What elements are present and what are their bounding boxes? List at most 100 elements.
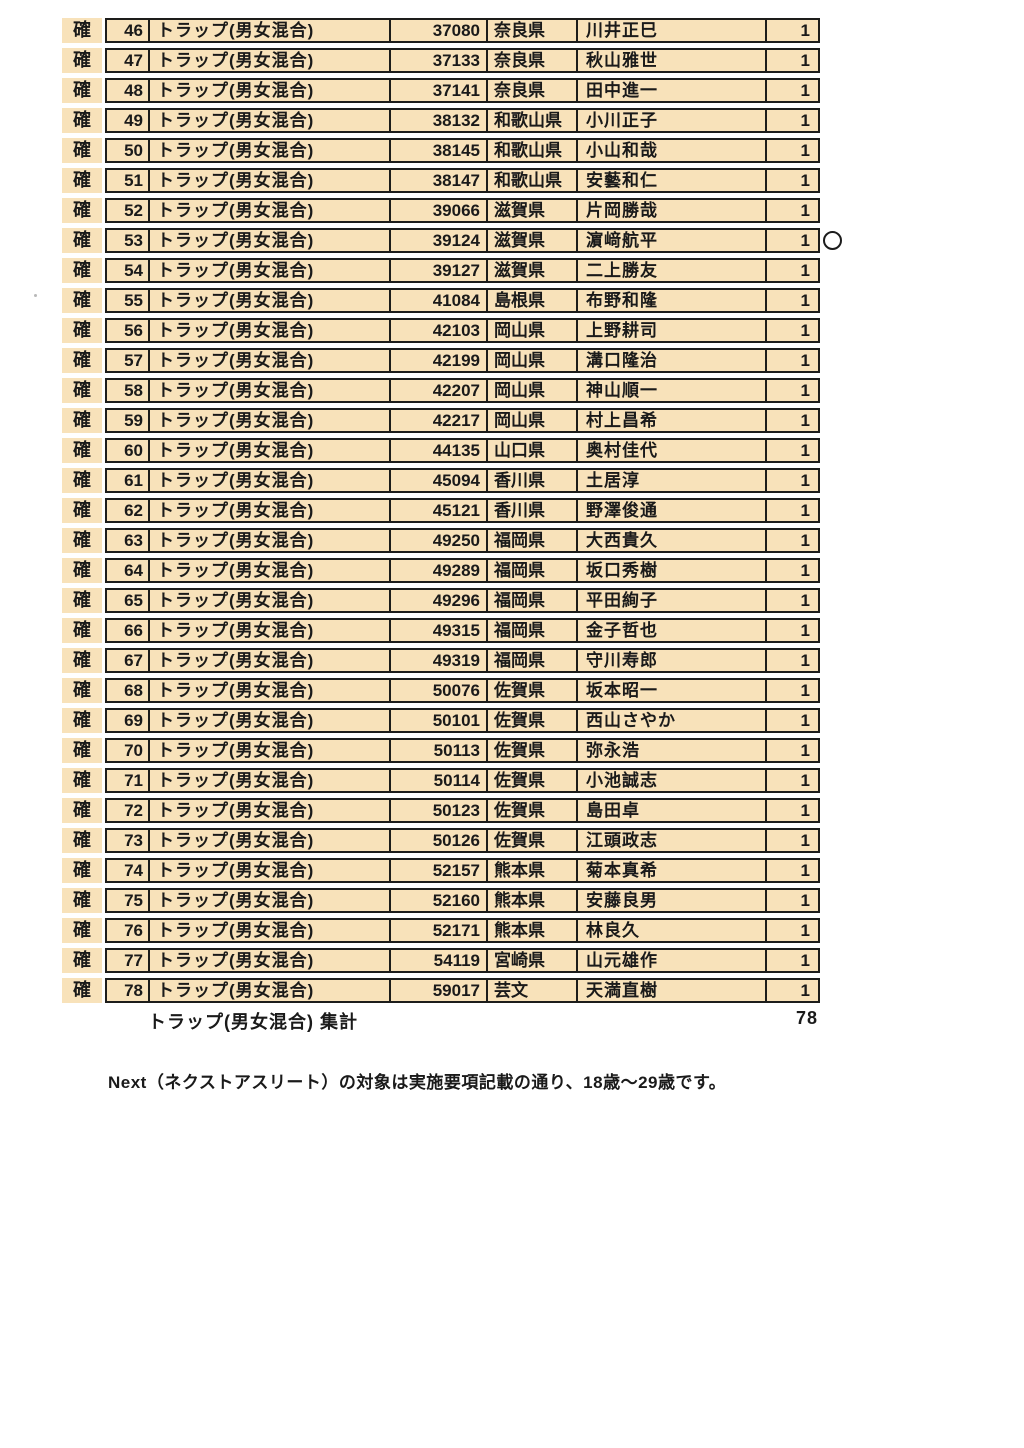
cell-name: 大西貴久	[578, 530, 767, 551]
confirm-cell: 確	[62, 438, 102, 463]
confirm-cell: 確	[62, 648, 102, 673]
cell-count: 1	[800, 201, 810, 220]
cell-prefecture: 滋賀県	[488, 260, 578, 281]
confirm-cell: 確	[62, 528, 102, 553]
confirm-cell: 確	[62, 288, 102, 313]
entry-table: 確 46 トラップ(男女混合) 37080 奈良県 川井正巳 1 確 47 トラップ(男女混合) 3…	[62, 18, 820, 1008]
cell-count: 1	[800, 681, 810, 700]
row-box: 77 トラップ(男女混合) 54119 宮崎県 山元雄作 1	[105, 948, 820, 973]
row-box: 69 トラップ(男女混合) 50101 佐賀県 西山さやか 1	[105, 708, 820, 733]
row-box: 65 トラップ(男女混合) 49296 福岡県 平田絢子 1	[105, 588, 820, 613]
table-row: 確 60 トラップ(男女混合) 44135 山口県 奥村佳代 1	[62, 438, 820, 463]
cell-event: トラップ(男女混合)	[150, 140, 391, 161]
table-row: 確 55 トラップ(男女混合) 41084 島根県 布野和隆 1	[62, 288, 820, 313]
cell-id: 42217	[391, 410, 488, 431]
cell-name: 坂口秀樹	[578, 560, 767, 581]
cell-no: 73	[107, 830, 150, 851]
row-box: 64 トラップ(男女混合) 49289 福岡県 坂口秀樹 1	[105, 558, 820, 583]
cell-no: 51	[107, 170, 150, 191]
cell-event: トラップ(男女混合)	[150, 950, 391, 971]
cell-count: 1	[800, 231, 810, 250]
cell-prefecture: 奈良県	[488, 80, 578, 101]
cell-prefecture: 和歌山県	[488, 170, 578, 191]
cell-no: 77	[107, 950, 150, 971]
row-box: 74 トラップ(男女混合) 52157 熊本県 菊本真希 1	[105, 858, 820, 883]
cell-prefecture: 佐賀県	[488, 830, 578, 851]
cell-prefecture: 佐賀県	[488, 800, 578, 821]
cell-id: 50113	[391, 740, 488, 761]
cell-name: 江頭政志	[578, 830, 767, 851]
row-box: 76 トラップ(男女混合) 52171 熊本県 林良久 1	[105, 918, 820, 943]
row-box: 49 トラップ(男女混合) 38132 和歌山県 小川正子 1	[105, 108, 820, 133]
row-box: 68 トラップ(男女混合) 50076 佐賀県 坂本昭一 1	[105, 678, 820, 703]
table-row: 確 70 トラップ(男女混合) 50113 佐賀県 弥永浩 1	[62, 738, 820, 763]
cell-name: 溝口隆治	[578, 350, 767, 371]
cell-name: 安藝和仁	[578, 170, 767, 191]
cell-name: 神山順一	[578, 380, 767, 401]
cell-no: 47	[107, 50, 150, 71]
table-row: 確 50 トラップ(男女混合) 38145 和歌山県 小山和哉 1	[62, 138, 820, 163]
cell-count: 1	[800, 771, 810, 790]
confirm-cell: 確	[62, 348, 102, 373]
cell-count: 1	[800, 111, 810, 130]
cell-id: 38132	[391, 110, 488, 131]
cell-id: 39127	[391, 260, 488, 281]
cell-event: トラップ(男女混合)	[150, 860, 391, 881]
cell-name: 二上勝友	[578, 260, 767, 281]
cell-name: 小川正子	[578, 110, 767, 131]
row-box: 58 トラップ(男女混合) 42207 岡山県 神山順一 1	[105, 378, 820, 403]
table-row: 確 51 トラップ(男女混合) 38147 和歌山県 安藝和仁 1	[62, 168, 820, 193]
cell-id: 37080	[391, 20, 488, 41]
row-box: 47 トラップ(男女混合) 37133 奈良県 秋山雅世 1	[105, 48, 820, 73]
cell-name: 濵﨑航平	[578, 230, 767, 251]
cell-count: 1	[800, 741, 810, 760]
row-box: 78 トラップ(男女混合) 59017 芸文 天満直樹 1	[105, 978, 820, 1003]
cell-id: 45094	[391, 470, 488, 491]
cell-prefecture: 熊本県	[488, 920, 578, 941]
table-row: 確 78 トラップ(男女混合) 59017 芸文 天満直樹 1	[62, 978, 820, 1003]
cell-name: 金子哲也	[578, 620, 767, 641]
confirm-cell: 確	[62, 78, 102, 103]
row-box: 56 トラップ(男女混合) 42103 岡山県 上野耕司 1	[105, 318, 820, 343]
confirm-cell: 確	[62, 828, 102, 853]
cell-count: 1	[800, 561, 810, 580]
cell-event: トラップ(男女混合)	[150, 380, 391, 401]
cell-id: 52160	[391, 890, 488, 911]
cell-name: 守川寿郎	[578, 650, 767, 671]
cell-prefecture: 和歌山県	[488, 110, 578, 131]
cell-event: トラップ(男女混合)	[150, 650, 391, 671]
cell-count: 1	[800, 801, 810, 820]
cell-name: 小山和哉	[578, 140, 767, 161]
cell-name: 土居淳	[578, 470, 767, 491]
cell-event: トラップ(男女混合)	[150, 980, 391, 1001]
cell-no: 74	[107, 860, 150, 881]
cell-count: 1	[800, 621, 810, 640]
confirm-cell: 確	[62, 888, 102, 913]
row-box: 59 トラップ(男女混合) 42217 岡山県 村上昌希 1	[105, 408, 820, 433]
confirm-cell: 確	[62, 378, 102, 403]
cell-count: 1	[800, 921, 810, 940]
cell-name: 布野和隆	[578, 290, 767, 311]
cell-event: トラップ(男女混合)	[150, 50, 391, 71]
row-box: 72 トラップ(男女混合) 50123 佐賀県 島田卓 1	[105, 798, 820, 823]
cell-no: 52	[107, 200, 150, 221]
table-row: 確 68 トラップ(男女混合) 50076 佐賀県 坂本昭一 1	[62, 678, 820, 703]
cell-no: 60	[107, 440, 150, 461]
table-row: 確 53 トラップ(男女混合) 39124 滋賀県 濵﨑航平 1	[62, 228, 820, 253]
table-row: 確 69 トラップ(男女混合) 50101 佐賀県 西山さやか 1	[62, 708, 820, 733]
cell-no: 76	[107, 920, 150, 941]
row-box: 60 トラップ(男女混合) 44135 山口県 奥村佳代 1	[105, 438, 820, 463]
confirm-cell: 確	[62, 768, 102, 793]
cell-id: 59017	[391, 980, 488, 1001]
cell-name: 小池誠志	[578, 770, 767, 791]
cell-event: トラップ(男女混合)	[150, 290, 391, 311]
cell-count: 1	[800, 651, 810, 670]
cell-prefecture: 和歌山県	[488, 140, 578, 161]
cell-prefecture: 奈良県	[488, 20, 578, 41]
table-row: 確 56 トラップ(男女混合) 42103 岡山県 上野耕司 1	[62, 318, 820, 343]
table-row: 確 75 トラップ(男女混合) 52160 熊本県 安藤良男 1	[62, 888, 820, 913]
cell-count: 1	[800, 951, 810, 970]
row-box: 50 トラップ(男女混合) 38145 和歌山県 小山和哉 1	[105, 138, 820, 163]
cell-id: 37141	[391, 80, 488, 101]
cell-id: 37133	[391, 50, 488, 71]
